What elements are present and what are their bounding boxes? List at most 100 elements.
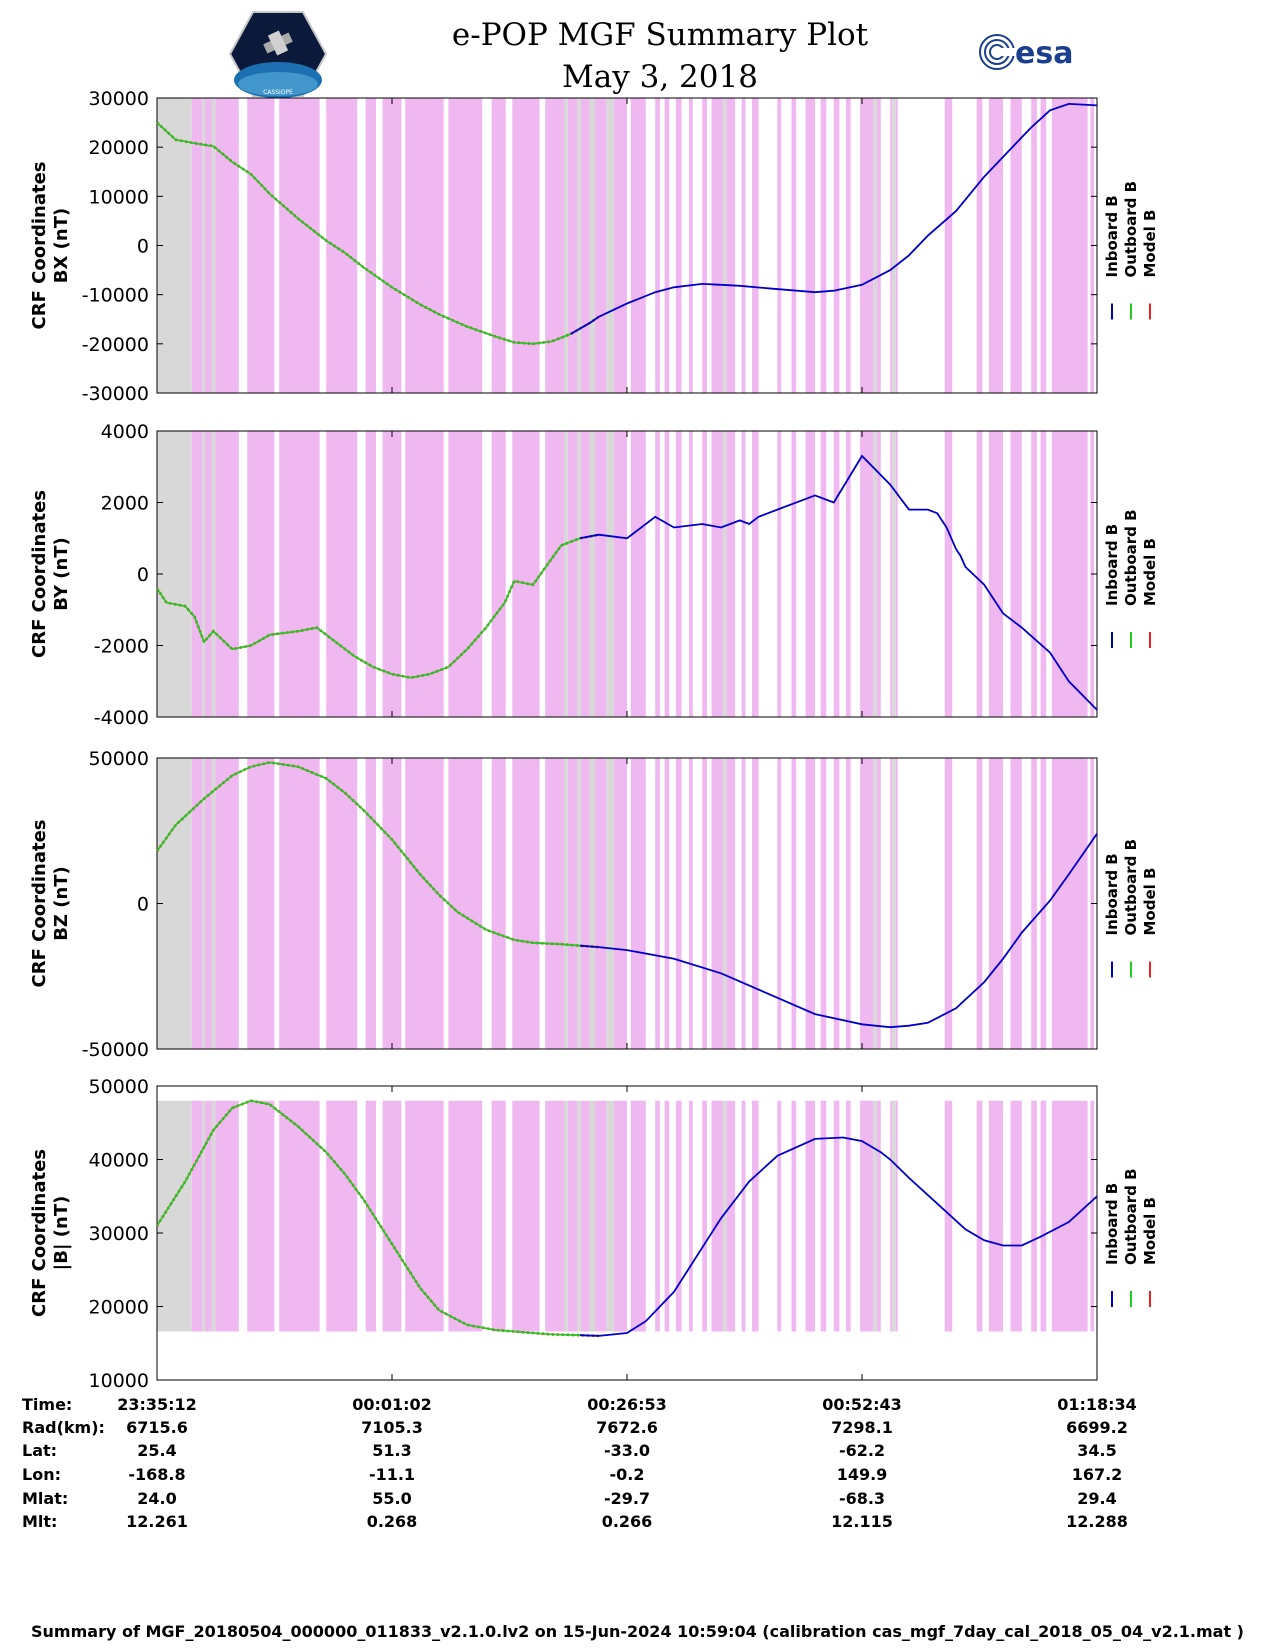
by-mode-a-band [567, 431, 578, 717]
bz-mode-a-band [664, 758, 670, 1049]
svg-text:esa: esa [1015, 36, 1073, 71]
bz-ylabel: CRF CoordinatesBZ (nT) [29, 820, 72, 988]
bx-mode-b-band [589, 98, 596, 393]
bmag-mode-a-band [382, 1100, 402, 1332]
bmag-mode-a-band [726, 1100, 736, 1332]
ephemeris-value: 51.3 [372, 1441, 412, 1460]
ephemeris-value: 7105.3 [361, 1418, 423, 1437]
bx-mode-a-band [791, 98, 797, 393]
bx-mode-a-band [1031, 98, 1037, 393]
ephemeris-value: -62.2 [838, 1441, 886, 1460]
bmag-mode-a-band [846, 1100, 851, 1332]
bx-mode-a-band [382, 98, 402, 393]
bmag-mode-a-band [675, 1100, 682, 1332]
by-mode-a-band [215, 431, 239, 717]
bx-mode-a-band [702, 98, 707, 393]
by-mode-a-band [491, 431, 506, 717]
bmag-mode-a-band [711, 1100, 723, 1332]
bz-mode-a-band [890, 758, 893, 1049]
bx-mode-a-band [675, 98, 682, 393]
bmag-mode-a-band [805, 1100, 815, 1332]
bx-mode-a-band [279, 98, 320, 393]
by-mode-a-band [846, 431, 851, 717]
bmag-ytick-label: 30000 [89, 1223, 149, 1245]
bz-mode-a-band [567, 758, 578, 1049]
bmag-mode-a-band [702, 1100, 707, 1332]
bmag-ytick-label: 10000 [89, 1370, 149, 1392]
bz-mode-b-band [589, 758, 596, 1049]
by-ytick-label: 0 [137, 564, 149, 586]
bz-legend-label: Inboard B [1103, 853, 1121, 935]
by-mode-a-band [805, 431, 815, 717]
by-legend-label: Outboard B [1122, 509, 1140, 606]
bmag-mode-a-band [405, 1100, 444, 1332]
bx-mode-a-band [1040, 98, 1047, 393]
by-mode-a-band [752, 431, 759, 717]
bz-mode-a-band [895, 758, 898, 1049]
ephemeris-row-label: Lon: [22, 1465, 61, 1484]
ephemeris-row-label: Rad(km): [22, 1418, 105, 1437]
by-mode-a-band [630, 431, 646, 717]
bz-mode-a-band [279, 758, 320, 1049]
by-mode-a-band [689, 431, 693, 717]
bz-ylabel-line1: CRF Coordinates [29, 820, 50, 988]
bmag-mode-a-band [777, 1100, 782, 1332]
bmag-outboard-line [156, 1099, 599, 1337]
bmag-mode-a-band [895, 1100, 898, 1332]
bz-mode-a-band [752, 758, 759, 1049]
bmag-mode-a-band [595, 1100, 607, 1332]
bx-ylabel-line2: BX (nT) [51, 208, 72, 283]
by-mode-a-band [655, 431, 660, 717]
bmag-ytick-label: 50000 [89, 1076, 149, 1098]
plot-date: May 3, 2018 [562, 59, 758, 95]
by-mode-a-band [512, 431, 540, 717]
bx-mode-a-band [613, 98, 627, 393]
cassiope-logo: CASSIOPE [228, 11, 328, 98]
bmag-mode-b-band [892, 1100, 896, 1332]
bz-mode-a-band [846, 758, 851, 1049]
bx-mode-a-band [895, 98, 898, 393]
esa-logo: esa [979, 34, 1073, 71]
bmag-mode-a-band [491, 1100, 506, 1332]
bz-mode-a-band [491, 758, 506, 1049]
bz-mode-a-band [512, 758, 540, 1049]
bz-mode-b-band [873, 758, 878, 1049]
bx-mode-a-band [833, 98, 840, 393]
by-ylabel: CRF CoordinatesBY (nT) [29, 490, 72, 658]
bx-mode-a-band [820, 98, 827, 393]
ephemeris-value: -0.2 [609, 1465, 645, 1484]
bz-mode-a-band [711, 758, 723, 1049]
bx-mode-a-band [741, 98, 746, 393]
bx-ytick-label: 10000 [89, 186, 149, 208]
by-mode-b-band [606, 431, 614, 717]
bx-mode-a-band [630, 98, 646, 393]
bx-mode-a-band [405, 98, 444, 393]
bx-mode-a-band [567, 98, 578, 393]
bx-mode-a-band [805, 98, 815, 393]
bx-mode-a-band [655, 98, 660, 393]
by-ytick-label: -2000 [94, 636, 149, 658]
bmag-mode-a-band [820, 1100, 827, 1332]
bz-mode-a-band [191, 758, 203, 1049]
by-mode-a-band [895, 431, 898, 717]
bx-mode-b-band [892, 98, 896, 393]
ephemeris-value: 0.266 [601, 1512, 653, 1531]
bz-mode-b-band [202, 758, 205, 1049]
ephemeris-value: 6715.6 [126, 1418, 188, 1437]
ephemeris-value: 167.2 [1071, 1465, 1123, 1484]
by-mode-a-band [820, 431, 827, 717]
bz-mode-a-band [988, 758, 1003, 1049]
ephemeris-value: 7298.1 [831, 1418, 893, 1437]
plot-title: e-POP MGF Summary Plot [451, 17, 869, 53]
bx-mode-a-band [689, 98, 693, 393]
plot-title-block: e-POP MGF Summary Plot May 3, 2018 [380, 14, 940, 98]
ephemeris-value: 34.5 [1077, 1441, 1117, 1460]
bz-mode-a-band [580, 758, 590, 1049]
by-mode-a-band [944, 431, 953, 717]
ephemeris-row-label: Time: [22, 1395, 73, 1414]
bmag-mode-a-band [1051, 1100, 1088, 1332]
bz-mode-a-band [1031, 758, 1037, 1049]
bz-mode-a-band [702, 758, 707, 1049]
bz-mode-b-band [211, 758, 216, 1049]
bmag-mode-b-band [589, 1100, 596, 1332]
